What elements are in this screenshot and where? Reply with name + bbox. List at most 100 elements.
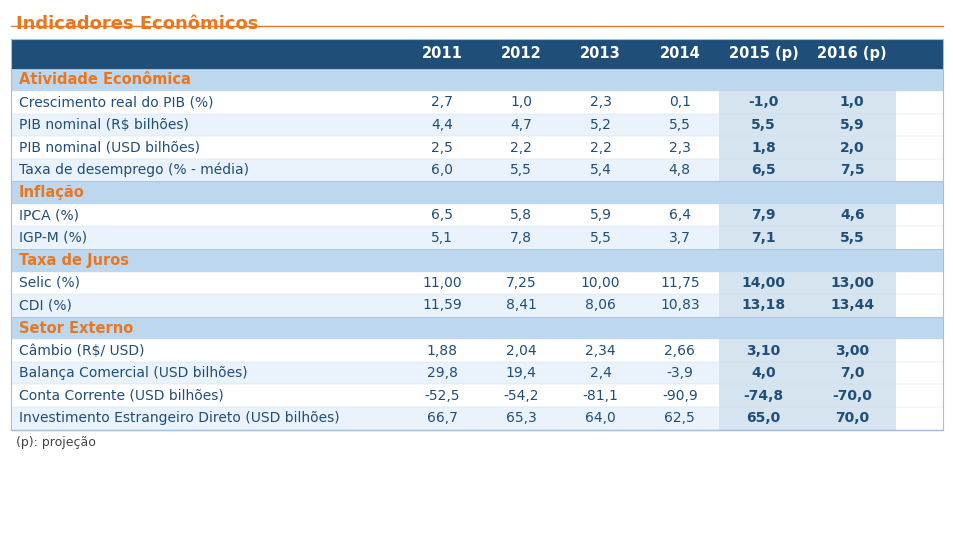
Text: 62,5: 62,5 xyxy=(663,411,695,426)
Text: 2,04: 2,04 xyxy=(505,343,536,357)
Text: 14,00: 14,00 xyxy=(740,276,785,290)
Text: 1,0: 1,0 xyxy=(839,96,863,110)
Text: 5,9: 5,9 xyxy=(839,118,863,132)
Text: -54,2: -54,2 xyxy=(503,389,538,403)
Text: 11,00: 11,00 xyxy=(422,276,461,290)
Text: 10,00: 10,00 xyxy=(580,276,619,290)
Text: 3,10: 3,10 xyxy=(746,343,780,357)
Text: 0,1: 0,1 xyxy=(668,96,690,110)
FancyBboxPatch shape xyxy=(719,407,896,429)
Text: 5,5: 5,5 xyxy=(589,231,611,245)
FancyBboxPatch shape xyxy=(10,362,719,384)
Text: 5,5: 5,5 xyxy=(668,118,690,132)
Text: 7,25: 7,25 xyxy=(505,276,536,290)
Text: PIB nominal (USD bilhões): PIB nominal (USD bilhões) xyxy=(18,140,199,154)
Text: 2015 (p): 2015 (p) xyxy=(728,46,798,61)
FancyBboxPatch shape xyxy=(719,272,896,294)
Text: 4,7: 4,7 xyxy=(510,118,532,132)
FancyBboxPatch shape xyxy=(10,249,943,272)
Text: 66,7: 66,7 xyxy=(426,411,457,426)
Text: 29,8: 29,8 xyxy=(426,366,457,380)
FancyBboxPatch shape xyxy=(10,339,719,362)
Text: Taxa de desemprego (% - média): Taxa de desemprego (% - média) xyxy=(18,163,248,177)
FancyBboxPatch shape xyxy=(719,204,896,226)
Text: 11,59: 11,59 xyxy=(422,299,461,313)
Text: 2,7: 2,7 xyxy=(431,96,453,110)
Text: 2,3: 2,3 xyxy=(668,140,690,154)
Text: 5,2: 5,2 xyxy=(589,118,611,132)
FancyBboxPatch shape xyxy=(10,113,719,136)
FancyBboxPatch shape xyxy=(10,272,719,294)
Text: 13,18: 13,18 xyxy=(740,299,785,313)
FancyBboxPatch shape xyxy=(10,384,719,407)
FancyBboxPatch shape xyxy=(10,407,719,429)
Text: 2,4: 2,4 xyxy=(589,366,611,380)
Text: -74,8: -74,8 xyxy=(742,389,783,403)
FancyBboxPatch shape xyxy=(719,91,896,113)
FancyBboxPatch shape xyxy=(719,294,896,317)
Text: 5,1: 5,1 xyxy=(431,231,453,245)
Text: 2012: 2012 xyxy=(500,46,541,61)
Text: 2,2: 2,2 xyxy=(589,140,611,154)
Text: 5,9: 5,9 xyxy=(589,208,611,222)
Text: 2,5: 2,5 xyxy=(431,140,453,154)
Text: Balança Comercial (USD bilhões): Balança Comercial (USD bilhões) xyxy=(18,366,247,380)
Text: -81,1: -81,1 xyxy=(582,389,618,403)
FancyBboxPatch shape xyxy=(719,384,896,407)
FancyBboxPatch shape xyxy=(719,226,896,249)
Text: 7,1: 7,1 xyxy=(751,231,775,245)
Text: 1,88: 1,88 xyxy=(426,343,457,357)
Text: 5,4: 5,4 xyxy=(589,163,611,177)
Text: 7,9: 7,9 xyxy=(751,208,775,222)
Text: 1,8: 1,8 xyxy=(751,140,775,154)
Text: -52,5: -52,5 xyxy=(424,389,459,403)
Text: Inflação: Inflação xyxy=(18,185,84,200)
Text: 2,3: 2,3 xyxy=(589,96,611,110)
FancyBboxPatch shape xyxy=(719,113,896,136)
Text: 4,8: 4,8 xyxy=(668,163,690,177)
Text: -70,0: -70,0 xyxy=(831,389,871,403)
Text: 2016 (p): 2016 (p) xyxy=(817,46,886,61)
Text: 65,3: 65,3 xyxy=(505,411,537,426)
Text: 4,0: 4,0 xyxy=(751,366,775,380)
FancyBboxPatch shape xyxy=(10,136,719,159)
FancyBboxPatch shape xyxy=(10,69,943,91)
Text: 2,66: 2,66 xyxy=(663,343,695,357)
Text: Selic (%): Selic (%) xyxy=(18,276,79,290)
Text: 2011: 2011 xyxy=(421,46,462,61)
Text: Investimento Estrangeiro Direto (USD bilhões): Investimento Estrangeiro Direto (USD bil… xyxy=(18,411,338,426)
Text: Indicadores Econômicos: Indicadores Econômicos xyxy=(15,15,257,33)
Text: IPCA (%): IPCA (%) xyxy=(18,208,78,222)
Text: -1,0: -1,0 xyxy=(748,96,778,110)
Text: 6,5: 6,5 xyxy=(751,163,775,177)
Text: CDI (%): CDI (%) xyxy=(18,299,71,313)
Text: 5,5: 5,5 xyxy=(839,231,863,245)
Text: 3,00: 3,00 xyxy=(834,343,868,357)
Text: -3,9: -3,9 xyxy=(665,366,693,380)
Text: 11,75: 11,75 xyxy=(659,276,699,290)
FancyBboxPatch shape xyxy=(10,226,719,249)
Text: -90,9: -90,9 xyxy=(661,389,697,403)
Text: Taxa de Juros: Taxa de Juros xyxy=(18,253,129,268)
Text: 7,8: 7,8 xyxy=(510,231,532,245)
Text: 5,5: 5,5 xyxy=(510,163,532,177)
Text: 13,44: 13,44 xyxy=(829,299,873,313)
Text: Câmbio (R$/ USD): Câmbio (R$/ USD) xyxy=(18,343,144,357)
FancyBboxPatch shape xyxy=(719,136,896,159)
Text: 7,5: 7,5 xyxy=(839,163,863,177)
Text: 2,0: 2,0 xyxy=(839,140,863,154)
FancyBboxPatch shape xyxy=(719,339,896,362)
Text: 6,5: 6,5 xyxy=(431,208,453,222)
Text: 7,0: 7,0 xyxy=(839,366,863,380)
FancyBboxPatch shape xyxy=(10,39,943,69)
FancyBboxPatch shape xyxy=(10,204,719,226)
FancyBboxPatch shape xyxy=(719,159,896,181)
Text: 64,0: 64,0 xyxy=(584,411,616,426)
Text: 3,7: 3,7 xyxy=(668,231,690,245)
Text: 5,5: 5,5 xyxy=(751,118,775,132)
FancyBboxPatch shape xyxy=(719,362,896,384)
Text: Crescimento real do PIB (%): Crescimento real do PIB (%) xyxy=(18,96,213,110)
Text: Atividade Econômica: Atividade Econômica xyxy=(18,72,191,87)
Text: 5,8: 5,8 xyxy=(510,208,532,222)
Text: 65,0: 65,0 xyxy=(746,411,780,426)
